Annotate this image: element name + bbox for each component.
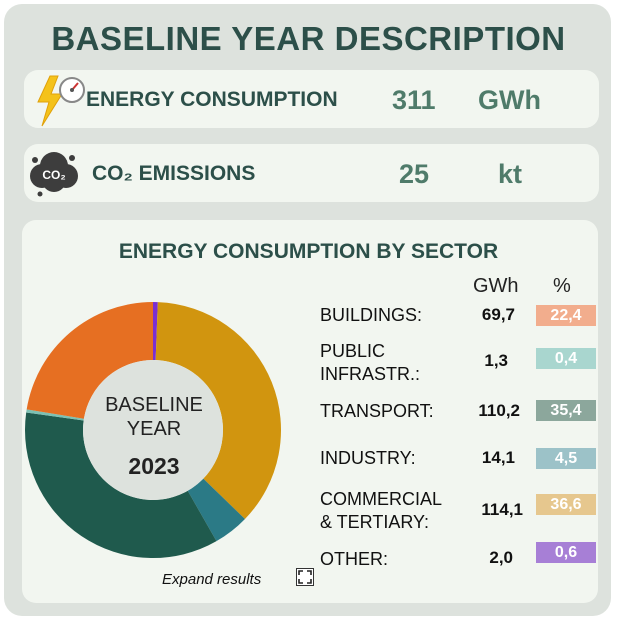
energy-card [24,70,599,128]
chart-center-year: 2023 [128,453,180,479]
sector-title: ENERGY CONSUMPTION BY SECTOR [118,240,499,263]
row-value-buildings: 69,7 [481,305,515,324]
row-label-industry: INDUSTRY: [320,448,416,468]
row-value-transport: 110,2 [478,401,520,420]
row-pct-buildings: 22,4 [536,305,596,326]
donut-hole [83,360,223,500]
lightning-gauge-icon [37,75,85,127]
row-pct-other: 0,6 [536,542,596,563]
emissions-card [24,144,599,202]
emissions-unit: kt [498,159,523,189]
energy-label: ENERGY CONSUMPTION [86,88,338,111]
row-value-commercial-tertiary: 114,1 [481,500,523,519]
page-title: BASELINE YEAR DESCRIPTION [51,20,566,57]
expand-results-link[interactable]: Expand results [162,571,262,588]
row-label-transport: TRANSPORT: [320,401,434,421]
row-value-other: 2,0 [489,548,513,567]
donut-slice-industry [187,478,245,542]
chart-center-label: BASELINE YEAR [84,393,224,441]
donut-slice-commercial-tertiary [155,302,282,520]
expand-icon[interactable] [296,568,314,586]
row-label-commercial-tertiary: COMMERCIAL & TERTIARY: [320,489,443,532]
row-pct-industry: 4,5 [536,448,596,469]
chart-center-line1: BASELINE [105,394,203,416]
donut-slice-buildings [26,302,153,419]
energy-value: 311 [392,85,436,115]
row-label-other: OTHER: [320,549,389,569]
col-header-gwh: GWh [473,275,519,297]
donut-slice-transport [24,412,217,558]
co2-cloud-icon: CO₂ [30,152,78,197]
chart-center-line2: YEAR [126,418,182,440]
row-label-public-infrastr: PUBLIC INFRASTR.: [320,341,421,384]
donut-slice-other [153,302,158,361]
row-pct-commercial-tertiary: 36,6 [536,494,596,515]
row-value-industry: 14,1 [481,448,515,467]
co2-icon-text: CO₂ [42,168,65,182]
row-value-public-infrastr: 1,3 [484,351,508,370]
row-pct-transport: 35,4 [536,400,596,421]
donut-slice-public-infrastr- [26,409,84,421]
row-pct-public-infrastr: 0,4 [536,348,596,369]
emissions-value: 25 [399,159,430,189]
col-header-pct: % [553,275,571,297]
energy-unit: GWh [478,85,541,115]
emissions-label: CO₂ EMISSIONS [92,162,256,185]
row-label-buildings: BUILDINGS: [320,305,423,325]
